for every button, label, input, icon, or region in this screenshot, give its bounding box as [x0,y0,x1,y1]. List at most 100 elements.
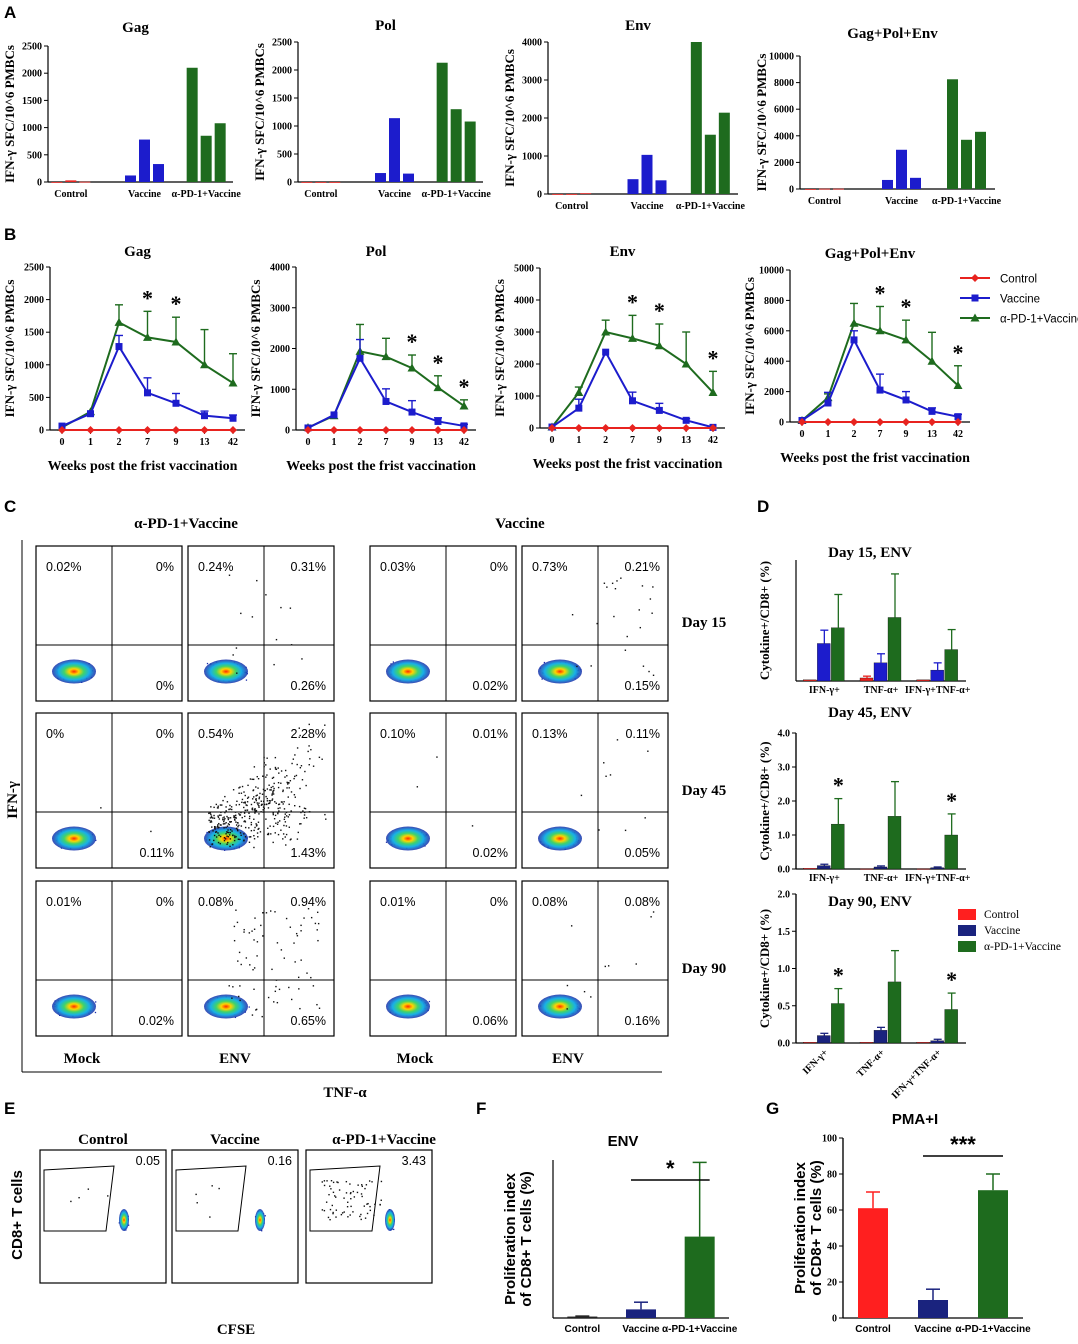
d-y-tick-label: 2.0 [778,797,791,808]
event-dot [272,812,274,814]
event-dot [255,1008,258,1011]
data-point [407,363,417,372]
bar [944,834,958,870]
data-point [928,418,936,426]
bar--pd-1-vaccine [186,67,198,182]
event-dot [284,813,286,815]
event-dot [257,828,259,830]
event-dot [224,795,226,798]
event-dot [275,638,278,641]
event-dot [385,841,388,843]
event-dot [256,832,259,834]
event-dot [379,1204,381,1206]
quadrant-ul-value: 0.02% [46,560,81,574]
bar [887,617,902,682]
event-dot [261,775,264,777]
event-dot [267,807,270,809]
event-dot [214,827,216,829]
event-dot [263,765,265,768]
event-dot [299,1007,301,1010]
event-dot [225,810,227,812]
event-dot [335,1196,337,1198]
event-dot [314,922,317,925]
event-dot [285,825,288,827]
data-point [655,424,664,432]
y-axis-title: IFN-γ SFC/10^6 PMBCs [2,280,17,418]
gate [175,1165,247,1232]
event-dot [271,777,274,779]
event-dot [638,609,640,611]
flow-plot: 0.08% 0.08%0.16% [521,880,669,1037]
event-dot [336,1181,338,1183]
bar [944,649,958,682]
event-dot [571,613,574,616]
c-group-title: α-PD-1+Vaccine [134,516,238,532]
event-dot [234,1016,237,1019]
b-y-tick-label: 10000 [759,266,784,277]
event-dot [239,786,241,788]
event-dot [293,794,296,796]
event-dot [226,843,228,845]
group-label: α-PD-1+Vaccine [422,189,492,200]
column-label: ENV [552,1051,584,1067]
significance-star: * [654,298,665,323]
data-point [356,354,364,362]
category-label: Control [565,1324,601,1335]
event-dot [285,815,288,817]
event-dot [236,672,238,674]
event-dot [254,812,256,814]
bar-control [552,194,564,195]
event-dot [274,832,276,834]
event-dot [213,825,216,828]
event-dot [237,960,239,962]
event-dot [277,781,280,784]
event-dot [274,756,277,759]
event-dot [212,830,214,832]
event-dot [436,756,438,758]
bar-control [51,182,63,183]
event-dot [369,1205,371,1208]
bar-vaccine [896,149,907,189]
event-dot [298,727,300,729]
event-dot [239,985,241,987]
quadrant-lr-value: 0.06% [473,1014,508,1028]
bar-control [567,1316,598,1318]
event-dot [356,1191,359,1194]
flow-plot: 0.73% 0.21%0.15% [521,545,669,702]
event-dot [223,837,226,839]
series-line [551,349,714,429]
bar--pd-1-vaccine [464,121,476,182]
event-dot [215,836,218,838]
quadrant-lr-value: 1.43% [291,846,326,860]
a-y-tick-label: 1000 [272,122,292,133]
event-dot [334,1195,336,1197]
event-dot [222,818,224,821]
event-dot [224,838,227,840]
category-label: IFN-γ+ [801,1047,831,1077]
legend-label: Control [984,909,1019,921]
a-y-tick-label: 2000 [522,114,542,125]
x-tick-label: 7 [878,429,883,440]
panel-letter-b: B [4,225,16,244]
event-dot [284,821,287,823]
event-dot [249,778,252,780]
event-dot [325,1201,328,1203]
event-dot [299,767,302,769]
a-y-tick-label: 500 [277,150,292,161]
legend-label: Vaccine [984,925,1020,937]
event-dot [250,836,252,838]
event-dot [262,800,265,803]
event-dot [282,833,285,835]
event-dot [224,823,226,825]
cfse-plot-frame [305,1149,433,1284]
x-tick-label: 1 [332,437,337,448]
event-dot [280,829,282,831]
event-dot [241,801,243,804]
event-dot [271,793,274,795]
event-dot [293,942,295,944]
event-dot [228,985,230,987]
density-core [255,1209,265,1231]
event-dot [240,792,243,794]
